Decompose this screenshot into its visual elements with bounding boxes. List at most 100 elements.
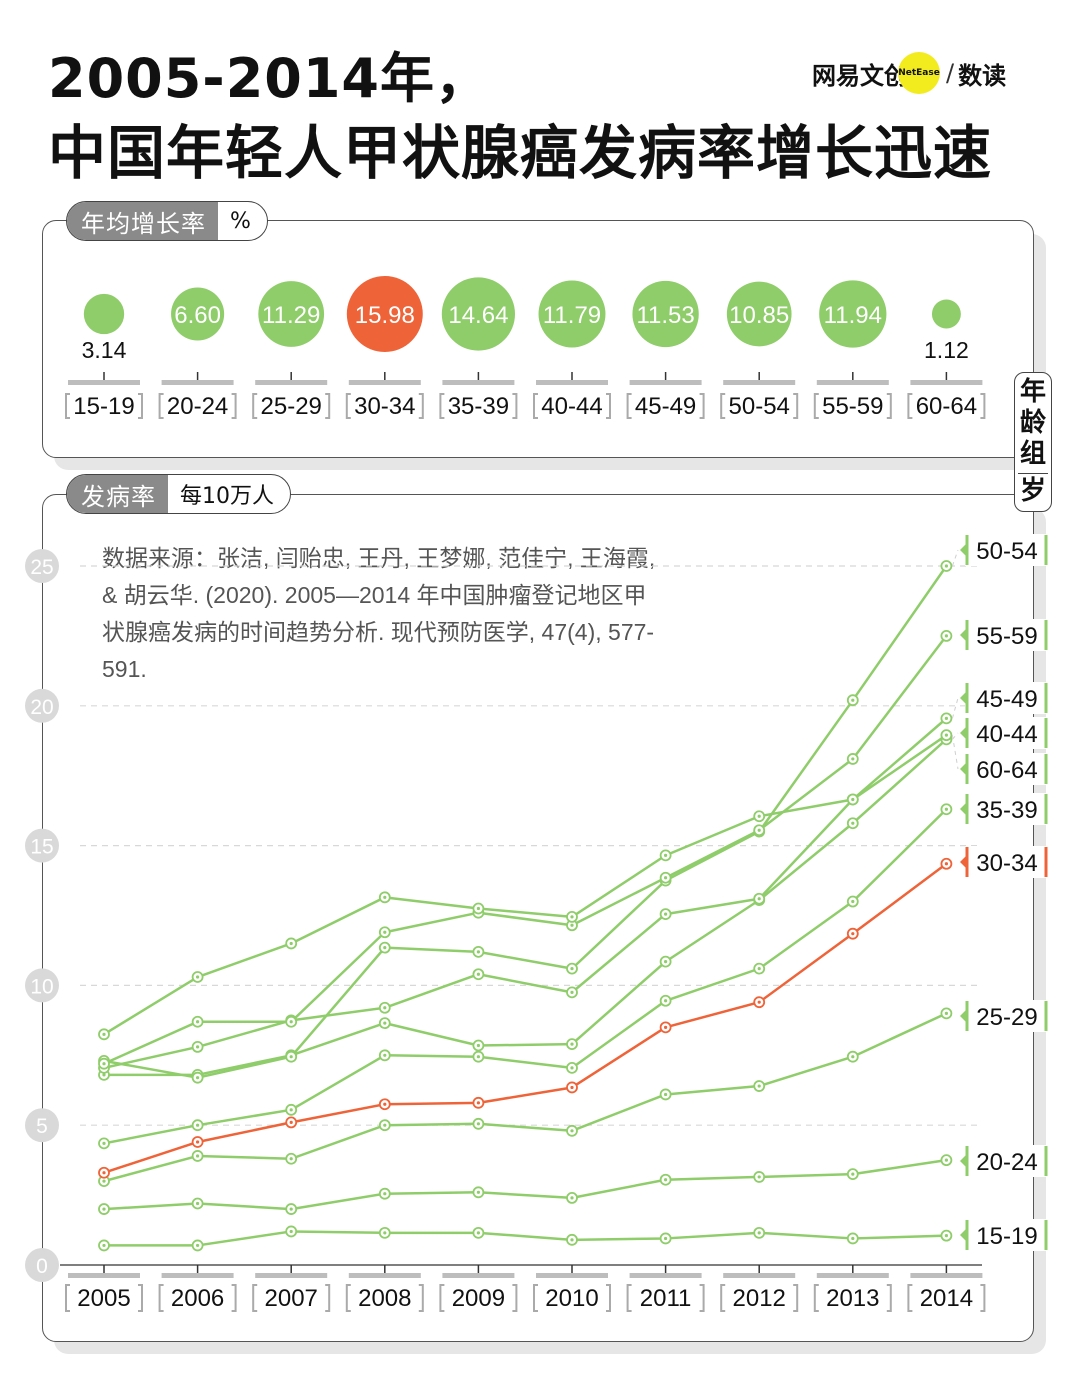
y-tick-bg-25: [25, 549, 59, 583]
series-line-40-44: [104, 738, 948, 1077]
data-point-dot-30-34-2012: [757, 1000, 761, 1004]
data-point-dot-50-54-2007: [289, 1055, 293, 1059]
page-title-line1: 2005-2014年，: [48, 47, 490, 110]
legend-box-60-64: [965, 753, 1047, 785]
data-point-dot-60-64-2008: [383, 895, 387, 899]
data-point-dot-25-29-2014: [944, 1011, 949, 1015]
legend-pointer-35-39: [960, 802, 967, 816]
x-tick-label-2007: 2007: [265, 1285, 318, 1312]
data-point-dot-25-29-2008: [383, 1123, 387, 1127]
data-point-dot-20-24-2006: [196, 1201, 200, 1206]
data-point-dot-45-49-2008: [383, 1006, 387, 1010]
x-bracket-2008: [345, 1284, 424, 1312]
data-point-dot-25-29-2006: [196, 1154, 200, 1158]
x-tick-bar-2014: [910, 1273, 983, 1278]
data-source-note: 数据来源：张洁, 闫贻忠, 王丹, 王梦娜, 范佳宁, 王海霞, & 胡云华. …: [102, 545, 656, 682]
legend-label-50-54: 50-54: [976, 538, 1037, 565]
y-tick-bg-5: [25, 1108, 59, 1143]
data-point-dot-20-24-2005: [102, 1207, 106, 1211]
data-point-dot-45-49-2012: [757, 897, 761, 901]
legend-pointer-20-24: [960, 1154, 967, 1168]
data-point-dot-50-54-2013: [851, 698, 855, 702]
x-bracket-2014: [907, 1284, 986, 1312]
growth-bracket-40-44: [533, 393, 611, 419]
y-tick-label-15: 15: [30, 836, 53, 859]
side-tab-divider: [1018, 473, 1048, 474]
data-point-dot-20-24-2007: [289, 1207, 293, 1211]
legend-box-25-29: [965, 1000, 1047, 1032]
side-tab-char-3: 组: [1019, 439, 1046, 469]
growth-panel-unit: %: [230, 208, 251, 234]
x-tick-label-2011: 2011: [640, 1285, 692, 1312]
growth-panel-header: 年均增长率 %: [66, 201, 268, 241]
y-tick-label-25: 25: [30, 556, 53, 579]
growth-value-20-24: 6.60: [174, 302, 221, 329]
x-tick-label-2005: 2005: [77, 1285, 130, 1312]
data-point-dot-55-59-2011: [664, 876, 668, 880]
data-point-dot-25-29-2010: [570, 1129, 574, 1133]
growth-value-45-49: 11.53: [636, 302, 694, 329]
data-point-dot-30-34-2011: [664, 1025, 668, 1029]
side-tab-char-2: 龄: [1019, 408, 1046, 438]
data-point-dot-15-19-2007: [289, 1229, 293, 1234]
growth-bubble-50-54: [726, 281, 792, 347]
growth-value-60-64: 1.12: [924, 337, 969, 363]
growth-tick-bar-35-39: [442, 380, 515, 385]
legend-pointer-55-59: [960, 628, 967, 642]
data-point-dot-60-64-2010: [570, 915, 574, 919]
growth-value-35-39: 14.64: [448, 302, 508, 329]
data-point-dot-55-59-2008: [383, 930, 387, 934]
data-point-dot-40-44-2008: [383, 1021, 387, 1025]
legend-label-40-44: 40-44: [976, 721, 1037, 748]
data-point-dot-25-29-2013: [851, 1055, 855, 1059]
growth-panel-label: 年均增长率: [67, 202, 218, 240]
series-line-35-39: [103, 808, 948, 1145]
growth-category-40-44: 40-44: [541, 393, 602, 420]
legend-pointer-45-49: [960, 691, 967, 705]
legend-box-50-54: [965, 534, 1047, 566]
growth-tick-bar-45-49: [629, 380, 702, 385]
data-point-dot-45-49-2006: [196, 1045, 200, 1049]
data-point-dot-50-54-2008: [383, 946, 387, 950]
legend-box-20-24: [965, 1145, 1047, 1177]
data-point-dot-50-54-2009: [476, 950, 480, 954]
legend-box-15-19: [965, 1219, 1047, 1251]
data-point-dot-50-54-2010: [570, 967, 574, 971]
data-point-dot-35-39-2007: [289, 1108, 293, 1112]
data-point-dot-55-59-2013: [851, 757, 855, 761]
legend-leader-60-64: [951, 735, 959, 770]
data-point-dot-55-59-2014: [944, 634, 949, 638]
data-point-dot-35-39-2013: [851, 899, 855, 904]
legend-label-60-64: 60-64: [976, 757, 1037, 784]
series-line-50-54: [103, 565, 948, 1079]
growth-bubble-20-24: [171, 287, 225, 341]
growth-bracket-30-34: [345, 393, 424, 419]
data-point-dot-45-49-2014: [944, 716, 949, 720]
x-tick-bar-2006: [161, 1273, 234, 1278]
incidence-panel: [42, 494, 1034, 1342]
growth-category-60-64: 60-64: [916, 393, 977, 420]
data-point-dot-40-44-2009: [476, 1043, 480, 1048]
y-tick-label-10: 10: [30, 975, 53, 998]
data-point-dot-15-19-2011: [664, 1236, 668, 1241]
data-point-dot-45-49-2009: [476, 972, 480, 976]
data-point-dot-35-39-2014: [944, 807, 949, 811]
data-point-dot-25-29-2007: [289, 1157, 293, 1161]
legend-pointer-25-29: [960, 1009, 967, 1023]
data-point-dot-25-29-2009: [476, 1122, 480, 1126]
data-point-dot-35-39-2010: [570, 1066, 574, 1070]
data-point-dot-15-19-2010: [570, 1238, 574, 1242]
growth-bracket-55-59: [813, 393, 892, 419]
data-point-dot-30-34-2014: [944, 862, 949, 866]
x-bracket-2010: [533, 1284, 611, 1312]
side-tab-char-4: 岁: [1019, 476, 1046, 506]
data-point-dot-15-19-2012: [757, 1231, 761, 1235]
page-title-line2: 中国年轻人甲状腺癌发病率增长迅速: [48, 119, 993, 187]
y-tick-bg-20: [25, 688, 59, 723]
y-tick-bg-15: [25, 828, 59, 863]
x-tick-label-2014: 2014: [920, 1285, 973, 1312]
growth-category-45-49: 45-49: [635, 393, 696, 420]
series-line-25-29: [103, 1012, 947, 1183]
growth-bracket-15-19: [65, 393, 143, 419]
